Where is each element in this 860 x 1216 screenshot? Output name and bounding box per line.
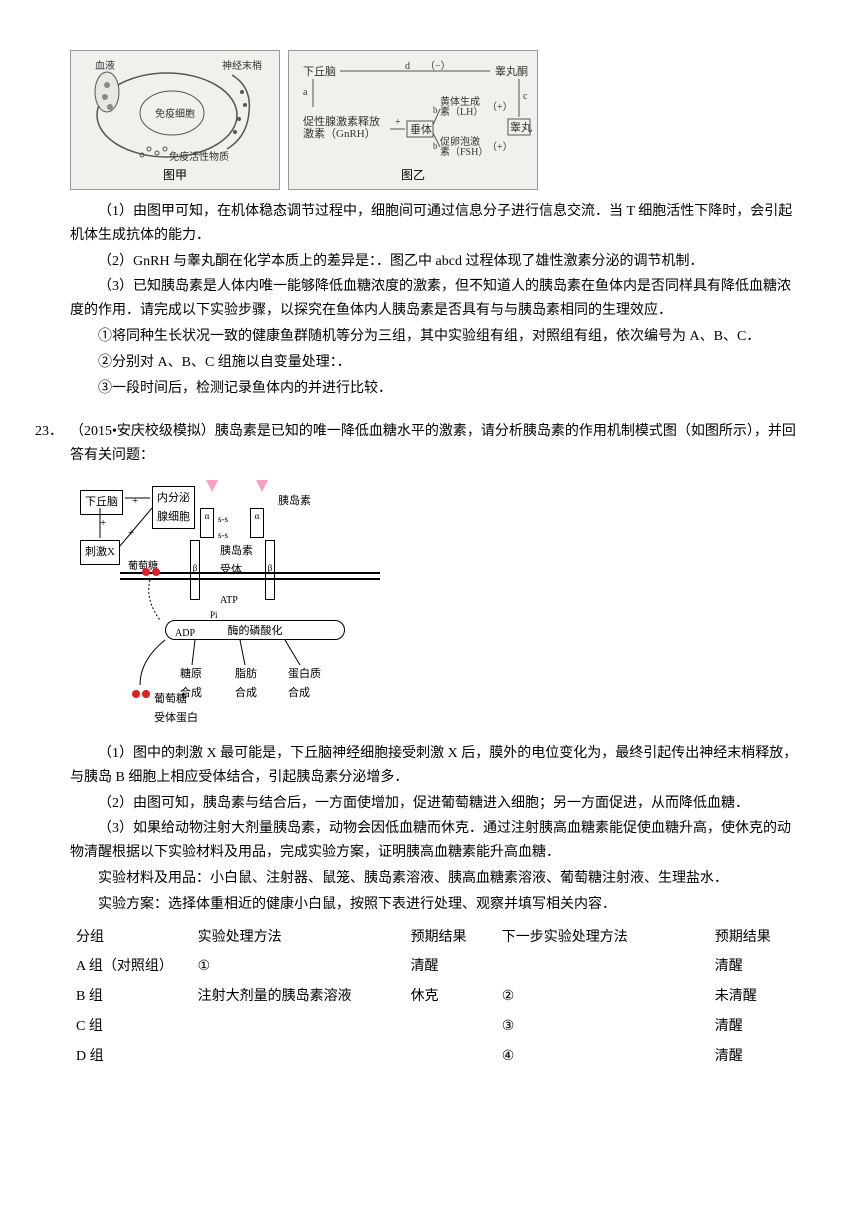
diagram-jia-label: 图甲 <box>71 165 279 185</box>
svg-text:c: c <box>523 91 528 102</box>
phosphorylation-box: 酶的磷酸化 <box>165 620 345 640</box>
q23-block: 23． （2015•安庆校级模拟）胰岛素是已知的唯一降低血糖水平的激素，请分析胰… <box>70 420 800 1071</box>
q22-p2: （2）GnRH 与睾丸酮在化学本质上的差异是：．图乙中 abcd 过程体现了雄性… <box>70 250 800 274</box>
diagram-yi-label: 图乙 <box>289 165 537 185</box>
q22-p1: （1）由图甲可知，在机体稳态调节过程中，细胞间可通过信息分子进行信息交流．当 T… <box>70 200 800 248</box>
ss-2: s-s <box>218 528 228 543</box>
plus-up: + <box>100 514 106 533</box>
svg-text:b: b <box>433 141 438 151</box>
q22-p3c: ③一段时间后，检测记录鱼体内的并进行比较． <box>70 377 800 401</box>
diagram-row: 免疫细胞 血液 神经末梢 免疫活性物质 图甲 下丘脑 d （−） 睾丸酮 <box>70 50 800 190</box>
th-next: 下一步实验处理方法 <box>496 923 709 953</box>
svg-text:（+）: （+） <box>487 141 513 153</box>
svg-text:d: d <box>405 61 410 72</box>
q23-p3: （3）如果给动物注射大剂量胰岛素，动物会因低血糖而休克．通过注射胰高血糖素能促使… <box>70 817 800 865</box>
q23-scheme: 实验方案：选择体重相近的健康小白鼠，按照下表进行处理、观察并填写相关内容． <box>70 893 800 917</box>
hypothalamus-box: 下丘脑 <box>80 490 123 515</box>
q23-p1: （1）图中的刺激 X 最可能是，下丘脑神经细胞接受刺激 X 后，膜外的电位变化为… <box>70 742 800 790</box>
svg-text:下丘脑: 下丘脑 <box>303 65 336 78</box>
svg-text:a: a <box>303 87 308 98</box>
svg-text:睾丸酮: 睾丸酮 <box>495 64 528 78</box>
mechanism-diagram: 下丘脑 + 内分泌 腺细胞 胰岛素 + + 刺激X α α s-s s-s 胰岛… <box>70 480 430 730</box>
plus-sign-1: + <box>132 492 138 511</box>
q23-p2: （2）由图可知，胰岛素与结合后，一方面使增加，促进葡萄糖进入细胞；另一方面促进，… <box>70 792 800 816</box>
diagram-yi: 下丘脑 d （−） 睾丸酮 a 促性腺激素释放 激素（GnRH） + 垂体 黄体… <box>288 50 538 190</box>
atp-label: ATP <box>220 592 238 609</box>
stimulus-box: 刺激X <box>80 540 120 565</box>
glucose-receptor-label: 葡萄糖 受体蛋白 <box>154 690 198 727</box>
beta-1: β <box>190 540 200 600</box>
endocrine-box: 内分泌 腺细胞 <box>152 486 195 529</box>
svg-text:（+）: （+） <box>487 101 513 113</box>
svg-text:促性腺激素释放: 促性腺激素释放 <box>303 114 380 128</box>
svg-text:血液: 血液 <box>95 59 115 72</box>
plus-diag: + <box>128 524 134 543</box>
alpha-1: α <box>200 508 214 538</box>
th-method: 实验处理方法 <box>192 923 405 953</box>
diagram-jia: 免疫细胞 血液 神经末梢 免疫活性物质 图甲 <box>70 50 280 190</box>
alpha-2: α <box>250 508 264 538</box>
svg-text:睾丸: 睾丸 <box>510 120 532 134</box>
q23-source: （2015•安庆校级模拟） <box>70 424 215 439</box>
immune-cell-label: 免疫细胞 <box>155 107 195 120</box>
table-row: B 组 注射大剂量的胰岛素溶液 休克 ② 未清醒 <box>70 982 800 1012</box>
table-row: D 组 ④ 清醒 <box>70 1042 800 1072</box>
th-group: 分组 <box>70 923 192 953</box>
q22-block: （1）由图甲可知，在机体稳态调节过程中，细胞间可通过信息分子进行信息交流．当 T… <box>70 200 800 400</box>
svg-text:+: + <box>395 117 401 128</box>
svg-text:b: b <box>433 105 438 115</box>
protein-label: 蛋白质 合成 <box>288 665 321 702</box>
q23-number: 23． <box>35 420 70 444</box>
ss-1: s-s <box>218 512 228 527</box>
q23-materials: 实验材料及用品：小白鼠、注射器、鼠笼、胰岛素溶液、胰高血糖素溶液、葡萄糖注射液、… <box>70 867 800 891</box>
svg-text:神经末梢: 神经末梢 <box>222 59 262 72</box>
th-result2: 预期结果 <box>709 923 800 953</box>
svg-text:垂体: 垂体 <box>410 122 432 136</box>
svg-text:（−）: （−） <box>425 60 451 72</box>
th-result1: 预期结果 <box>405 923 496 953</box>
svg-text:免疫活性物质: 免疫活性物质 <box>169 150 229 163</box>
beta-2: β <box>265 540 275 600</box>
table-row: C 组 ③ 清醒 <box>70 1012 800 1042</box>
experiment-table: 分组 实验处理方法 预期结果 下一步实验处理方法 预期结果 A 组（对照组） ①… <box>70 923 800 1072</box>
insulin-label: 胰岛素 <box>278 492 311 511</box>
table-header-row: 分组 实验处理方法 预期结果 下一步实验处理方法 预期结果 <box>70 923 800 953</box>
q22-p3: （3）已知胰岛素是人体内唯一能够降低血糖浓度的激素，但不知道人的胰岛素在鱼体内是… <box>70 275 800 323</box>
table-row: A 组（对照组） ① 清醒 清醒 <box>70 952 800 982</box>
fat-label: 脂肪 合成 <box>235 665 257 702</box>
q22-p3b: ②分别对 A、B、C 组施以自变量处理：． <box>70 351 800 375</box>
q22-p3a: ①将同种生长状况一致的健康鱼群随机等分为三组，其中实验组有组，对照组有组，依次编… <box>70 325 800 349</box>
svg-text:素（LH）: 素（LH） <box>440 105 483 118</box>
svg-text:激素（GnRH）: 激素（GnRH） <box>303 126 376 140</box>
svg-text:素（FSH）: 素（FSH） <box>440 145 488 158</box>
